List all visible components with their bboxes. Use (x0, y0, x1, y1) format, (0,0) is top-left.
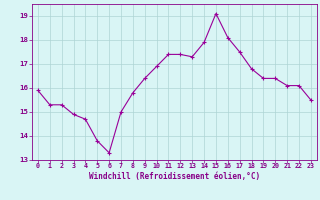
X-axis label: Windchill (Refroidissement éolien,°C): Windchill (Refroidissement éolien,°C) (89, 172, 260, 181)
